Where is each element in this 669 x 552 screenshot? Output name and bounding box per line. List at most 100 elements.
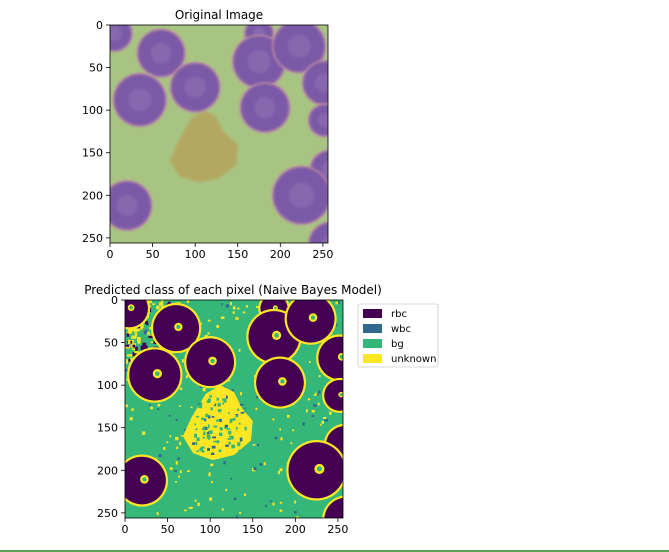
class-speckle (338, 301, 341, 304)
pred-xtick-label: 200 (285, 523, 306, 536)
pred-ytick-label: 200 (97, 464, 118, 477)
class-speckle (202, 388, 206, 392)
class-speckle (134, 350, 139, 354)
class-speckle (179, 441, 182, 446)
class-speckle (272, 418, 275, 421)
pred-ytick-label: 0 (111, 294, 118, 307)
rbc-center-dot (210, 358, 215, 364)
class-speckle (324, 418, 328, 422)
rbc-center-dot (142, 477, 147, 482)
class-speckle (210, 407, 213, 411)
class-speckle (129, 417, 133, 421)
class-speckle (147, 331, 150, 336)
orig-ytick-label: 250 (82, 232, 103, 245)
class-speckle (238, 348, 241, 352)
class-speckle (188, 507, 192, 509)
class-speckle (214, 403, 217, 407)
class-speckle (132, 344, 136, 347)
class-speckle (210, 452, 215, 456)
orig-xtick-label: 150 (227, 248, 248, 261)
class-speckle (213, 425, 218, 428)
original-image-title: Original Image (175, 8, 263, 22)
prediction-title: Predicted class of each pixel (Naive Bay… (84, 283, 382, 297)
class-speckle (209, 395, 212, 398)
class-speckle (316, 393, 319, 396)
rbc-center-dot (310, 315, 316, 320)
legend-swatch-unknown (363, 354, 382, 363)
class-speckle (134, 332, 138, 337)
class-speckle (216, 397, 219, 401)
class-speckle (228, 441, 231, 445)
class-speckle (224, 424, 229, 428)
class-speckle (177, 457, 181, 460)
orig-ytick-label: 50 (89, 62, 103, 75)
rbc-center-dot (345, 442, 348, 445)
orig-xtick-label: 100 (185, 248, 206, 261)
rbc-center-speck (345, 515, 353, 523)
class-speckle (211, 480, 214, 484)
class-speckle (157, 408, 160, 411)
class-speckle (194, 394, 199, 398)
class-speckle (175, 481, 177, 483)
legend-swatch-wbc (363, 324, 382, 333)
class-speckle (216, 419, 220, 422)
rbc-region (286, 300, 335, 343)
class-speckle (293, 511, 297, 514)
class-speckle (237, 442, 241, 447)
class-speckle (142, 431, 146, 435)
class-speckle (269, 500, 272, 503)
class-speckle (133, 330, 137, 333)
class-speckle (179, 470, 182, 474)
class-speckle (194, 423, 197, 426)
class-speckle (257, 443, 259, 447)
class-speckle (216, 325, 220, 328)
pred-ytick-label: 250 (97, 507, 118, 520)
class-speckle (318, 390, 321, 394)
class-speckle (175, 461, 178, 465)
class-speckle (150, 341, 153, 344)
legend-label-wbc: wbc (391, 324, 411, 335)
orig-xtick-label: 200 (270, 248, 291, 261)
class-speckle (198, 404, 203, 409)
class-speckle (209, 430, 213, 434)
class-speckle (145, 329, 148, 333)
prediction-map-axes: 0 50 100 150 200 250 0 50 100 150 200 250 (97, 294, 348, 536)
pred-ytick-label: 100 (97, 379, 118, 392)
class-speckle (184, 428, 186, 431)
bottom-divider (0, 550, 669, 552)
class-speckle (194, 433, 197, 438)
class-speckle (245, 305, 249, 308)
rbc-center-dot (274, 333, 279, 338)
class-speckle (127, 354, 133, 357)
class-speckle (179, 387, 183, 390)
legend-swatch-bg (363, 339, 382, 348)
class-speckle (201, 450, 205, 453)
class-speckle (200, 447, 203, 450)
class-speckle (140, 345, 146, 351)
class-speckle (222, 402, 225, 405)
rbc-center (247, 50, 271, 74)
class-speckle (168, 415, 171, 417)
class-speckle (235, 415, 239, 418)
class-speckle (255, 407, 258, 411)
class-speckle (313, 404, 317, 407)
class-speckle (149, 326, 152, 330)
class-speckle (319, 423, 322, 426)
class-speckle (230, 477, 232, 480)
class-speckle (157, 403, 161, 407)
rbc-center-dot (155, 371, 160, 376)
class-speckle (217, 409, 222, 413)
class-speckle (335, 301, 338, 305)
class-speckle (131, 335, 136, 339)
class-speckle (203, 427, 208, 431)
class-speckle (224, 426, 228, 429)
class-speckle (290, 442, 293, 445)
prediction-map-frame (124, 299, 344, 519)
class-speckle (132, 352, 135, 357)
class-speckle (259, 463, 263, 466)
class-speckle (296, 516, 299, 518)
class-speckle (184, 509, 187, 512)
class-speckle (152, 303, 156, 305)
rbc-center-dot (129, 305, 133, 310)
